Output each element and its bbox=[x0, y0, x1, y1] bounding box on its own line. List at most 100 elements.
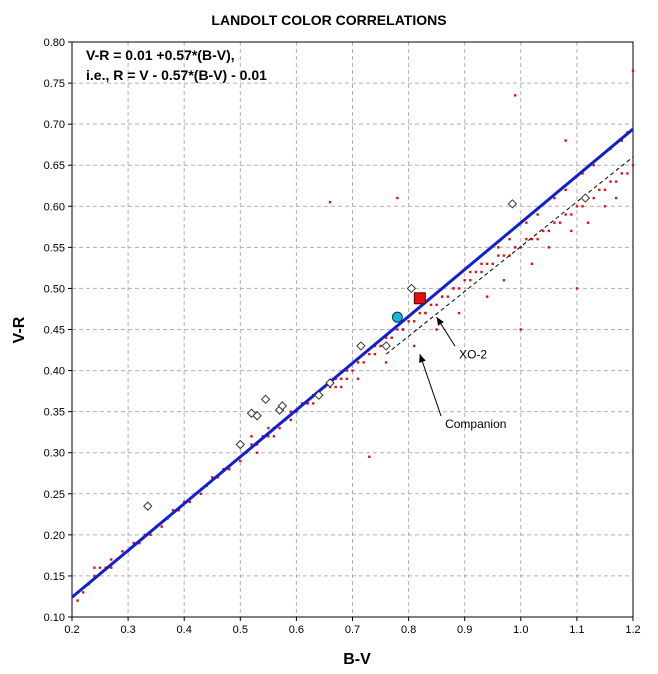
data-point bbox=[614, 196, 618, 200]
data-point bbox=[328, 200, 332, 204]
data-point bbox=[441, 295, 444, 298]
data-point bbox=[631, 69, 635, 72]
data-point bbox=[558, 221, 562, 224]
data-point bbox=[272, 435, 276, 438]
data-point bbox=[289, 410, 292, 413]
data-point bbox=[614, 180, 618, 183]
data-point bbox=[564, 188, 567, 192]
data-point bbox=[267, 426, 270, 430]
y-tick-label: 0.35 bbox=[44, 407, 65, 419]
data-point bbox=[480, 262, 483, 265]
data-point bbox=[373, 352, 377, 356]
y-axis-ticks: 0.10 0.15 0.20 0.25 0.30 0.35 0.40 0.45 0.50 0.55… bbox=[44, 37, 72, 624]
data-point bbox=[547, 229, 551, 233]
data-point bbox=[452, 287, 455, 290]
data-point bbox=[384, 361, 388, 364]
data-point bbox=[631, 164, 635, 167]
x-tick-label: 1.0 bbox=[513, 624, 528, 636]
data-point bbox=[603, 188, 607, 192]
dashed-trend-line bbox=[385, 156, 634, 355]
y-tick-label: 0.25 bbox=[44, 489, 65, 501]
data-point bbox=[536, 213, 539, 216]
data-point bbox=[502, 254, 506, 257]
x-tick-label: 0.8 bbox=[401, 624, 416, 636]
data-point bbox=[553, 221, 556, 224]
y-tick-label: 0.55 bbox=[44, 242, 65, 254]
x-tick-label: 1.2 bbox=[625, 624, 640, 636]
data-point bbox=[564, 213, 567, 216]
data-point bbox=[586, 221, 590, 224]
data-point bbox=[497, 246, 500, 249]
annotation-arrow bbox=[419, 353, 442, 417]
y-tick-label: 0.60 bbox=[44, 201, 65, 213]
data-point bbox=[519, 246, 522, 249]
standard-star-diamond bbox=[143, 501, 153, 511]
x-tick-label: 0.5 bbox=[233, 624, 248, 636]
data-point bbox=[227, 467, 231, 471]
data-point bbox=[396, 328, 399, 331]
data-point bbox=[199, 492, 203, 495]
data-point bbox=[138, 541, 141, 545]
data-point bbox=[603, 205, 607, 208]
data-point bbox=[418, 311, 422, 315]
y-tick-label: 0.65 bbox=[44, 160, 65, 172]
data-point bbox=[368, 455, 371, 459]
data-point bbox=[149, 533, 152, 537]
data-point bbox=[581, 172, 584, 175]
data-point bbox=[620, 172, 623, 175]
data-point bbox=[379, 344, 382, 348]
data-point bbox=[132, 541, 135, 545]
data-point bbox=[429, 303, 433, 307]
data-point bbox=[121, 550, 124, 553]
data-point bbox=[356, 377, 360, 380]
data-point bbox=[110, 566, 113, 569]
data-point bbox=[345, 377, 349, 380]
data-point bbox=[93, 566, 96, 569]
standard-star-diamond bbox=[277, 401, 288, 411]
x-tick-label: 0.7 bbox=[345, 624, 360, 636]
data-point bbox=[542, 229, 545, 233]
standard-star-diamond bbox=[381, 341, 391, 351]
data-point bbox=[457, 311, 461, 315]
x-tick-label: 0.3 bbox=[120, 624, 135, 636]
data-point bbox=[536, 237, 539, 241]
data-point bbox=[598, 188, 601, 192]
x-tick-label: 0.4 bbox=[177, 624, 192, 636]
data-point bbox=[76, 599, 79, 602]
companion-marker bbox=[391, 311, 403, 323]
y-tick-label: 0.40 bbox=[44, 366, 65, 378]
data-point bbox=[171, 509, 175, 512]
data-point bbox=[469, 270, 472, 274]
data-point bbox=[581, 205, 584, 208]
data-point bbox=[340, 377, 343, 380]
x-axis-ticks: 0.2 0.3 0.4 0.5 0.6 0.7 0.8 0.9 1.0 1.1 1.2 bbox=[64, 617, 641, 636]
annotation-label: Companion bbox=[445, 417, 506, 431]
data-point bbox=[513, 94, 517, 97]
data-point bbox=[413, 344, 416, 348]
data-point bbox=[345, 369, 349, 372]
x-tick-label: 0.2 bbox=[64, 624, 79, 636]
data-point bbox=[497, 254, 500, 257]
annotation-arrowhead bbox=[419, 354, 426, 363]
data-point bbox=[575, 205, 579, 208]
data-point bbox=[620, 139, 623, 142]
data-point bbox=[446, 295, 450, 298]
standard-star-diamond bbox=[314, 390, 324, 400]
standard-star-diamond bbox=[252, 411, 262, 421]
standard-star-markers bbox=[143, 193, 591, 511]
data-point bbox=[553, 196, 556, 200]
data-point bbox=[368, 352, 371, 356]
data-point bbox=[188, 500, 192, 504]
data-point bbox=[384, 336, 388, 339]
data-point bbox=[485, 262, 489, 265]
y-tick-label: 0.10 bbox=[44, 612, 65, 624]
data-point bbox=[362, 361, 365, 364]
data-point bbox=[592, 196, 595, 200]
annotation-arrowhead bbox=[436, 317, 444, 326]
data-point bbox=[255, 451, 259, 454]
data-point bbox=[340, 385, 343, 389]
x-tick-label: 0.6 bbox=[289, 624, 304, 636]
xo2-marker bbox=[413, 292, 426, 305]
data-point bbox=[82, 591, 85, 594]
y-axis-label: V-R bbox=[11, 316, 28, 343]
